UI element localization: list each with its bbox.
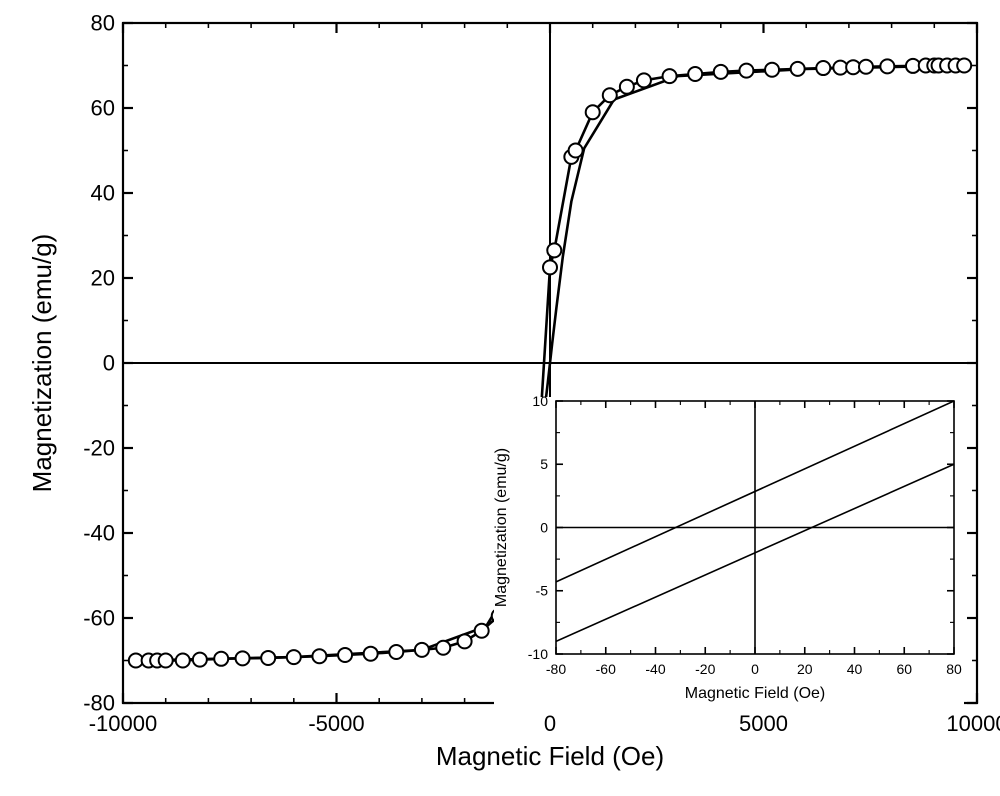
data-marker: [389, 645, 403, 659]
xtick-label: 0: [544, 711, 556, 736]
xtick-label: 5000: [739, 711, 788, 736]
xtick-label: -20: [695, 661, 715, 677]
figure-svg: -10000-50000500010000-80-60-40-200204060…: [0, 0, 1000, 796]
xtick-label: 10000: [946, 711, 1000, 736]
xtick-label: 0: [751, 661, 759, 677]
data-marker: [159, 654, 173, 668]
data-marker: [765, 63, 779, 77]
data-marker: [458, 634, 472, 648]
ytick-label: -10: [528, 646, 548, 662]
data-marker: [603, 88, 617, 102]
data-marker: [475, 624, 489, 638]
ytick-label: 10: [532, 393, 548, 409]
data-marker: [364, 647, 378, 661]
xtick-label: 80: [946, 661, 962, 677]
xtick-label: 40: [847, 661, 863, 677]
data-marker: [663, 69, 677, 83]
data-marker: [547, 243, 561, 257]
data-marker: [739, 64, 753, 78]
xtick-label: -80: [546, 661, 566, 677]
data-marker: [791, 62, 805, 76]
data-marker: [312, 649, 326, 663]
ytick-label: -40: [83, 521, 115, 546]
ylabel: Magnetization (emu/g): [27, 234, 57, 493]
data-marker: [214, 652, 228, 666]
xtick-label: 60: [896, 661, 912, 677]
xlabel: Magnetic Field (Oe): [685, 685, 826, 702]
data-marker: [957, 59, 971, 73]
ytick-label: 0: [103, 351, 115, 376]
data-marker: [236, 651, 250, 665]
data-marker: [688, 67, 702, 81]
ytick-label: 60: [91, 96, 115, 121]
data-marker: [261, 651, 275, 665]
xtick-label: -60: [596, 661, 616, 677]
ytick-label: -5: [536, 583, 549, 599]
data-marker: [193, 653, 207, 667]
data-marker: [586, 105, 600, 119]
data-marker: [543, 260, 557, 274]
ylabel: Magnetization (emu/g): [493, 448, 510, 607]
data-marker: [714, 65, 728, 79]
ytick-label: -80: [83, 691, 115, 716]
ytick-label: 20: [91, 266, 115, 291]
data-marker: [415, 643, 429, 657]
data-marker: [436, 641, 450, 655]
ytick-label: -60: [83, 606, 115, 631]
data-marker: [816, 61, 830, 75]
data-marker: [637, 73, 651, 87]
data-marker: [880, 59, 894, 73]
figure-root: -10000-50000500010000-80-60-40-200204060…: [0, 0, 1000, 796]
ytick-label: -20: [83, 436, 115, 461]
ytick-label: 5: [540, 456, 548, 472]
data-marker: [620, 80, 634, 94]
data-marker: [569, 144, 583, 158]
xtick-label: -40: [645, 661, 665, 677]
ytick-label: 0: [540, 519, 548, 535]
data-marker: [176, 654, 190, 668]
ytick-label: 80: [91, 11, 115, 36]
data-marker: [338, 648, 352, 662]
xtick-label: -5000: [308, 711, 364, 736]
data-marker: [287, 650, 301, 664]
ytick-label: 40: [91, 181, 115, 206]
xlabel: Magnetic Field (Oe): [436, 741, 664, 771]
xtick-label: 20: [797, 661, 813, 677]
data-marker: [859, 60, 873, 74]
